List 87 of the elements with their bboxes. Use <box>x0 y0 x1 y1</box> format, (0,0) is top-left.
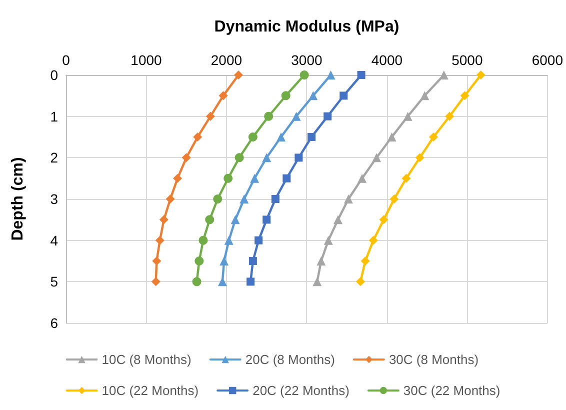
x-tick-label: 4000 <box>371 52 403 68</box>
y-tick-label: 5 <box>50 274 58 290</box>
point <box>476 70 486 80</box>
point <box>194 256 204 266</box>
point <box>360 256 370 266</box>
point <box>248 132 258 142</box>
point <box>250 174 260 183</box>
point <box>324 236 333 245</box>
point <box>220 256 229 266</box>
point <box>262 216 271 224</box>
x-tick-label: 1000 <box>130 52 162 68</box>
point <box>368 236 378 245</box>
point <box>151 277 160 286</box>
point <box>282 174 291 182</box>
point <box>415 153 424 162</box>
x-tick-label: 3000 <box>291 52 322 68</box>
point <box>334 215 343 224</box>
point <box>230 215 240 224</box>
point <box>294 154 303 162</box>
y-tick-label: 3 <box>50 191 58 207</box>
point <box>166 194 175 204</box>
point <box>159 215 168 224</box>
point <box>281 91 290 100</box>
legend-label: 30C (22 Months) <box>403 383 500 398</box>
point <box>403 112 412 121</box>
point <box>387 132 396 142</box>
point <box>445 112 454 121</box>
point <box>402 174 411 183</box>
legend-label: 10C (8 Months) <box>102 352 192 367</box>
x-tick-label: 5000 <box>452 52 483 68</box>
point <box>234 153 244 162</box>
point <box>264 112 274 121</box>
legend-label: 20C (8 Months) <box>245 352 335 367</box>
point <box>234 70 244 80</box>
point <box>224 174 233 183</box>
point <box>460 91 470 100</box>
point <box>420 91 430 100</box>
point <box>173 174 182 183</box>
point <box>246 278 255 286</box>
point <box>152 256 162 266</box>
point <box>198 236 208 245</box>
y-axis-title: Depth (cm) <box>10 157 26 241</box>
point <box>248 257 257 265</box>
point <box>308 91 318 100</box>
x-tick-label: 6000 <box>532 52 564 68</box>
y-tick-label: 2 <box>50 150 58 166</box>
point <box>155 236 164 245</box>
y-tick-label: 0 <box>50 67 58 83</box>
point <box>224 236 234 245</box>
point <box>206 112 215 121</box>
point <box>358 174 367 183</box>
point <box>344 194 353 204</box>
point <box>312 277 322 286</box>
point <box>357 71 366 79</box>
point <box>428 132 438 142</box>
point <box>326 70 336 80</box>
point <box>218 277 227 286</box>
point <box>182 153 191 162</box>
point <box>292 112 301 121</box>
point <box>262 153 272 162</box>
point <box>372 153 382 162</box>
point <box>340 92 348 100</box>
x-tick-label: 0 <box>62 52 70 68</box>
point <box>240 194 249 204</box>
point <box>271 195 280 203</box>
point <box>213 194 222 204</box>
point <box>324 112 332 120</box>
point <box>276 132 286 142</box>
legend-label: 30C (8 Months) <box>388 352 479 367</box>
point <box>192 277 202 286</box>
point <box>218 91 228 100</box>
point <box>390 194 399 204</box>
point <box>205 215 214 224</box>
x-tick-label: 2000 <box>210 52 242 68</box>
point <box>193 132 202 142</box>
point <box>308 133 316 141</box>
point <box>356 277 365 286</box>
y-tick-label: 4 <box>50 232 58 248</box>
legend-label: 20C (22 Months) <box>252 383 350 398</box>
point <box>379 215 388 224</box>
x-axis-title: Dynamic Modulus (MPa) <box>214 18 400 36</box>
point <box>316 256 326 266</box>
y-tick-label: 6 <box>50 315 58 331</box>
y-tick-label: 1 <box>50 108 58 124</box>
legend-label: 10C (22 Months) <box>102 383 199 398</box>
point <box>254 236 263 244</box>
point <box>300 70 309 80</box>
